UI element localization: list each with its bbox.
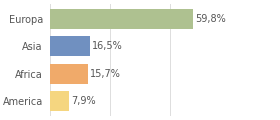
Text: 16,5%: 16,5% bbox=[92, 41, 122, 51]
Bar bbox=[50, 64, 88, 84]
Text: 7,9%: 7,9% bbox=[71, 96, 96, 106]
Text: 59,8%: 59,8% bbox=[195, 14, 226, 24]
Bar bbox=[50, 36, 90, 56]
Text: 15,7%: 15,7% bbox=[90, 69, 121, 79]
Bar bbox=[50, 9, 193, 29]
Bar bbox=[50, 91, 69, 111]
